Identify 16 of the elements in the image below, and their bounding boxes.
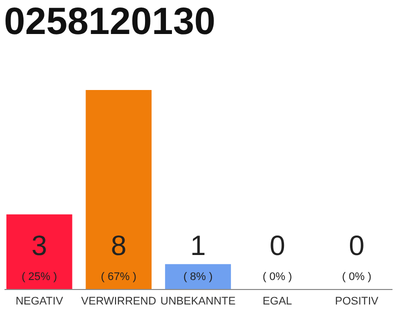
x-tick-label: UNBEKANNTE bbox=[160, 296, 236, 308]
chart-title: 0258120130 bbox=[4, 1, 216, 43]
annotation: ( 0% ) bbox=[262, 271, 292, 283]
data-label: 0 bbox=[348, 230, 364, 261]
data-label: 0 bbox=[270, 230, 286, 261]
x-tick-label: EGAL bbox=[262, 296, 292, 308]
annotation: ( 25% ) bbox=[22, 271, 58, 283]
data-label: 3 bbox=[32, 230, 48, 261]
x-tick-label: NEGATIV bbox=[16, 296, 64, 308]
annotation: ( 8% ) bbox=[183, 271, 213, 283]
annotation: ( 67% ) bbox=[100, 271, 136, 283]
data-label: 1 bbox=[190, 230, 206, 261]
x-tick-label: POSITIV bbox=[334, 296, 380, 308]
annotation: ( 0% ) bbox=[342, 271, 372, 283]
data-label: 8 bbox=[110, 230, 126, 261]
x-tick-label: VERWIRREND bbox=[81, 296, 156, 308]
